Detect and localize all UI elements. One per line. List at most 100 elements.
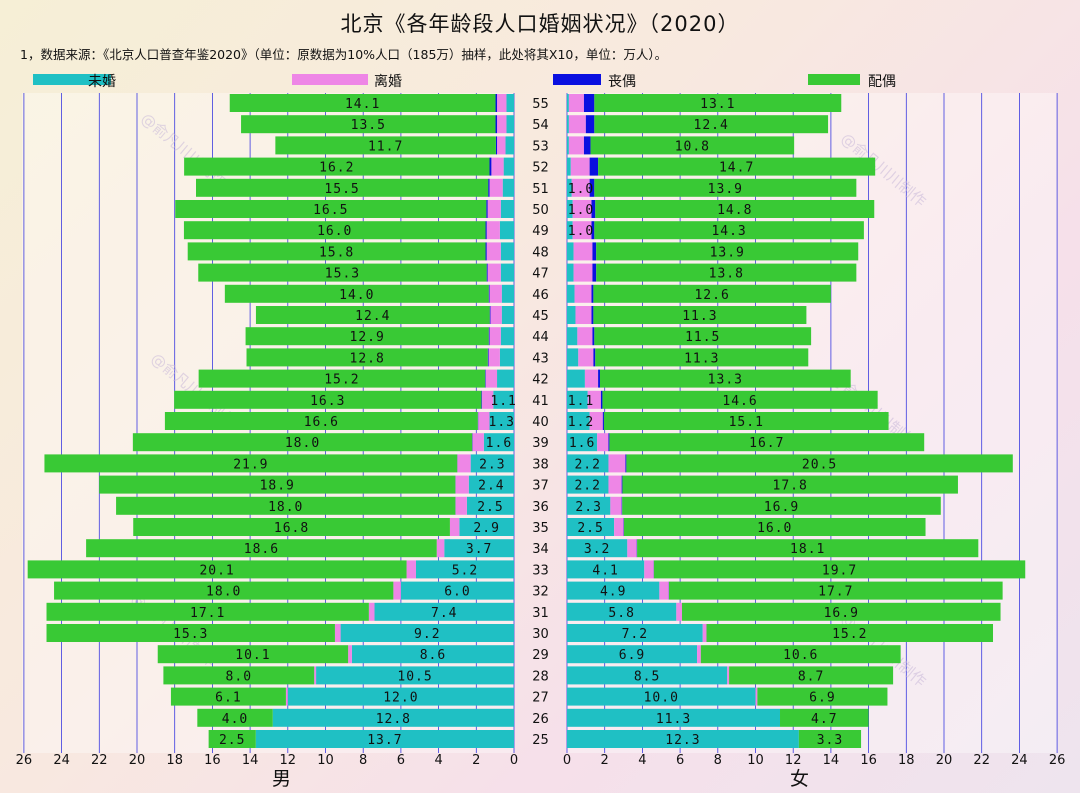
bar-female-丧偶 bbox=[591, 221, 595, 240]
bar-female-未婚 bbox=[567, 221, 573, 240]
data-label-male-married: 18.0 bbox=[268, 500, 303, 515]
bar-female-离婚 bbox=[574, 284, 592, 303]
bar-male-丧偶 bbox=[485, 369, 486, 388]
bar-male-未婚 bbox=[444, 539, 514, 558]
age-label: 34 bbox=[532, 542, 549, 557]
bar-male-离婚 bbox=[406, 560, 416, 579]
bar-female-离婚 bbox=[587, 390, 601, 409]
data-label-female-married: 20.5 bbox=[802, 457, 837, 472]
bar-female-配偶 bbox=[594, 221, 864, 240]
x-tick-label-male: 4 bbox=[434, 753, 442, 768]
bar-female-配偶 bbox=[626, 454, 1013, 473]
data-label-female-unmarried: 8.5 bbox=[634, 669, 660, 684]
data-label-male-unmarried: 13.7 bbox=[367, 733, 402, 748]
bar-male-配偶 bbox=[170, 687, 286, 706]
bar-female-未婚 bbox=[567, 369, 585, 388]
bar-male-未婚 bbox=[287, 687, 514, 706]
bar-male-未婚 bbox=[255, 730, 514, 748]
data-label-male-married: 12.4 bbox=[355, 309, 390, 324]
bar-male-配偶 bbox=[44, 454, 458, 473]
x-tick-label-male: 20 bbox=[129, 753, 146, 768]
bar-female-离婚 bbox=[659, 581, 669, 600]
data-label-male-married: 10.1 bbox=[235, 648, 270, 663]
bar-male-未婚 bbox=[503, 157, 514, 176]
data-label-female-married: 4.7 bbox=[811, 712, 837, 727]
data-label-male-married: 12.8 bbox=[350, 351, 385, 366]
data-label-male-married: 4.0 bbox=[222, 712, 248, 727]
bar-female-未婚 bbox=[567, 412, 590, 430]
bar-female-离婚 bbox=[610, 496, 622, 515]
legend-swatch-widowed bbox=[553, 74, 601, 85]
age-label: 25 bbox=[532, 733, 549, 748]
data-label-female-unmarried: 1.0 bbox=[568, 182, 594, 197]
bar-female-配偶 bbox=[595, 348, 809, 367]
bar-female-丧偶 bbox=[591, 284, 594, 303]
legend-label-unmarried: 未婚 bbox=[88, 74, 116, 90]
bar-female-配偶 bbox=[594, 94, 842, 112]
bar-female-未婚 bbox=[567, 94, 569, 112]
bar-female-配偶 bbox=[594, 178, 857, 197]
x-tick-label-female: 20 bbox=[936, 753, 953, 768]
data-label-female-unmarried: 2.2 bbox=[574, 479, 600, 494]
bar-female-丧偶 bbox=[592, 327, 595, 346]
bar-male-未婚 bbox=[501, 284, 514, 303]
bar-female-未婚 bbox=[567, 581, 660, 600]
bar-male-配偶 bbox=[54, 581, 394, 600]
bar-male-配偶 bbox=[157, 645, 349, 664]
data-label-male-married: 15.2 bbox=[324, 373, 359, 388]
bar-male-配偶 bbox=[275, 136, 496, 155]
data-label-female-married: 16.9 bbox=[824, 606, 859, 621]
bar-male-配偶 bbox=[27, 560, 407, 579]
data-label-female-married: 17.8 bbox=[773, 479, 808, 494]
bar-female-配偶 bbox=[668, 581, 1003, 600]
bar-female-丧偶 bbox=[608, 433, 610, 452]
bar-female-丧偶 bbox=[592, 242, 597, 261]
x-tick-label-male: 12 bbox=[280, 753, 297, 768]
data-label-female-married: 19.7 bbox=[822, 563, 857, 578]
bar-female-配偶 bbox=[622, 496, 941, 515]
data-label-male-unmarried: 2.3 bbox=[479, 457, 505, 472]
bar-male-配偶 bbox=[46, 624, 335, 642]
bar-male-未婚 bbox=[351, 645, 514, 664]
legend-label-widowed: 丧偶 bbox=[608, 74, 636, 90]
bar-male-丧偶 bbox=[488, 284, 490, 303]
bar-male-配偶 bbox=[196, 178, 489, 197]
bar-male-离婚 bbox=[457, 454, 471, 473]
data-label-male-unmarried: 7.4 bbox=[431, 606, 457, 621]
x-tick-label-female: 10 bbox=[747, 753, 764, 768]
bar-female-丧偶 bbox=[621, 496, 623, 515]
data-label-female-married: 11.3 bbox=[684, 351, 719, 366]
bar-female-配偶 bbox=[622, 475, 958, 494]
bar-female-丧偶 bbox=[591, 200, 596, 218]
x-tick-label-male: 26 bbox=[16, 753, 33, 768]
data-label-male-unmarried: 6.0 bbox=[444, 585, 470, 600]
bar-male-离婚 bbox=[455, 496, 467, 515]
bar-male-丧偶 bbox=[481, 390, 482, 409]
data-label-male-married: 20.1 bbox=[199, 563, 234, 578]
data-label-female-married: 10.8 bbox=[675, 139, 710, 154]
age-label: 41 bbox=[532, 394, 549, 409]
bar-male-丧偶 bbox=[495, 136, 498, 155]
bar-female-配偶 bbox=[596, 242, 859, 261]
bar-male-离婚 bbox=[489, 327, 501, 346]
bar-male-未婚 bbox=[500, 200, 514, 218]
age-label: 46 bbox=[532, 288, 549, 303]
age-label: 29 bbox=[532, 648, 549, 663]
bar-female-丧偶 bbox=[621, 475, 623, 494]
x-tick-label-male: 0 bbox=[510, 753, 518, 768]
bar-female-配偶 bbox=[595, 200, 875, 218]
age-label: 47 bbox=[532, 267, 549, 282]
bar-male-丧偶 bbox=[488, 178, 490, 197]
data-label-male-unmarried: 1.1 bbox=[490, 394, 516, 409]
data-label-female-married: 6.9 bbox=[809, 691, 835, 706]
bar-female-丧偶 bbox=[591, 306, 594, 324]
bar-female-丧偶 bbox=[625, 454, 627, 473]
bar-male-配偶 bbox=[246, 348, 488, 367]
bar-male-离婚 bbox=[436, 539, 445, 558]
data-label-female-married: 14.3 bbox=[711, 224, 746, 239]
data-label-male-married: 18.6 bbox=[244, 542, 279, 557]
bar-female-离婚 bbox=[572, 200, 592, 218]
bar-female-未婚 bbox=[567, 284, 575, 303]
